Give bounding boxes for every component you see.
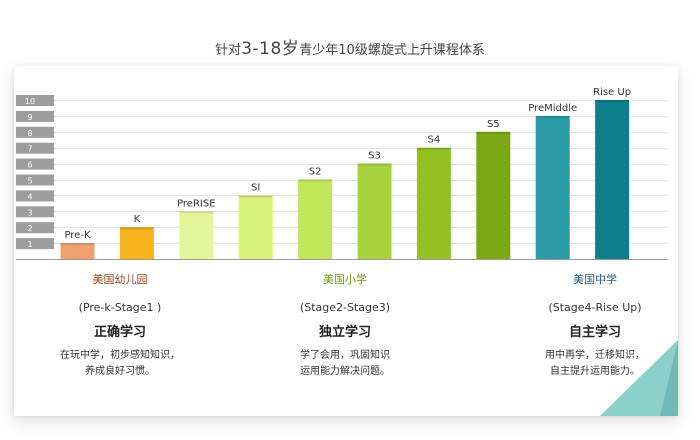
page-corner-fold: [600, 340, 678, 416]
bar: [238, 195, 273, 259]
bar-top-shade: [476, 131, 511, 134]
bar-label: PreRISE: [177, 198, 215, 209]
bar-label: S2: [309, 167, 322, 178]
bar: [357, 163, 392, 259]
bar-top-shade: [119, 227, 154, 230]
y-tick-label: 8: [27, 129, 32, 138]
stage-description-line: 在玩中学，初步感知知识，: [60, 350, 180, 361]
bar: [416, 147, 451, 259]
stage-description: 在玩中学，初步感知知识， 养成良好习惯。: [30, 348, 210, 380]
stage-learning-mode: 独立学习: [318, 325, 371, 340]
y-tick-box: [16, 174, 54, 186]
y-tick-box: [16, 238, 54, 250]
title-suffix: 青少年10级螺旋式上升课程体系: [299, 43, 485, 58]
y-tick-label: 1: [27, 240, 32, 249]
y-tick-box: [16, 95, 54, 106]
bar-label: Pre-K: [64, 230, 91, 241]
stage-middle-school: 美国中学 (Stage4-Rise Up) 自主学习 用中再学，迁移知识， 自主…: [505, 272, 685, 380]
chart-title: 针对3-18岁青少年10级螺旋式上升课程体系: [0, 34, 700, 59]
stage-description: 用中再学，迁移知识， 自主提升运用能力。: [505, 348, 685, 380]
bar-label: K: [134, 214, 141, 225]
y-tick-box: [16, 206, 54, 218]
y-tick-label: 5: [27, 177, 32, 186]
bar-top-shade: [60, 243, 95, 246]
stage-learning-mode: 正确学习: [93, 325, 146, 340]
y-tick-box: [16, 142, 54, 154]
stage-description-line: 用中再学，迁移知识，: [545, 350, 645, 361]
bar: [595, 100, 630, 259]
bar-top-shade: [416, 147, 451, 150]
bar-top-shade: [238, 195, 273, 198]
stage-description: 学了会用，巩固知识 运用能力解决问题。: [255, 348, 435, 380]
stage-kindergarten: 美国幼儿园 (Pre-k-Stage1 ) 正确学习 在玩中学，初步感知知识， …: [30, 272, 210, 380]
y-tick-box: [16, 110, 54, 122]
y-tick-label: 10: [25, 97, 35, 106]
bar: [179, 211, 214, 259]
y-tick-box: [16, 222, 54, 234]
stage-range: (Stage4-Rise Up): [548, 301, 642, 314]
bar-top-shade: [298, 179, 333, 182]
stage-name: 美国中学: [573, 273, 617, 286]
bar-top-shade: [179, 211, 214, 214]
stage-description-line: 学了会用，巩固知识: [300, 350, 390, 361]
stage-range: (Stage2-Stage3): [299, 301, 391, 314]
stage-name: 美国幼儿园: [92, 273, 148, 286]
bar-top-shade: [357, 163, 392, 166]
y-tick-label: 4: [27, 192, 32, 201]
stage-learning-mode: 自主学习: [568, 325, 621, 340]
title-prefix: 针对: [215, 43, 242, 58]
stage-elementary: 美国小学 (Stage2-Stage3) 独立学习 学了会用，巩固知识 运用能力…: [255, 272, 435, 380]
stage-description-line: 养成良好习惯。: [85, 366, 155, 377]
bar-label: S5: [487, 119, 500, 130]
stage-range: (Pre-k-Stage1 ): [78, 301, 162, 314]
y-tick-box: [16, 190, 54, 202]
bar-label: PreMiddle: [528, 103, 577, 114]
stage-description-line: 自主提升运用能力。: [550, 366, 640, 377]
title-age: 3-18岁: [241, 39, 300, 59]
bar-top-shade: [595, 100, 630, 102]
y-tick-box: [16, 126, 54, 138]
y-tick-label: 6: [27, 161, 32, 170]
y-tick-label: 3: [27, 208, 32, 217]
bar-chart: 1 2 3 4 5 6 7 8 9 10 Pre-K K PreRISE SI S2 S3 S4 S5 PreMid…: [16, 87, 668, 260]
bar: [60, 243, 95, 259]
stage-description-line: 运用能力解决问题。: [300, 366, 390, 377]
bar-label: S3: [368, 151, 381, 162]
bar: [119, 227, 154, 259]
bar: [535, 115, 570, 260]
y-tick-label: 9: [27, 113, 32, 122]
bar-label: S4: [428, 135, 441, 146]
bar-label: Rise Up: [593, 87, 631, 98]
bar: [298, 179, 333, 259]
bar-label: SI: [251, 182, 260, 193]
bar-top-shade: [535, 115, 570, 118]
y-tick-box: [16, 158, 54, 170]
bar: [476, 131, 511, 259]
y-tick-label: 7: [27, 145, 32, 154]
stage-name: 美国小学: [323, 273, 367, 286]
y-tick-label: 2: [27, 224, 32, 233]
